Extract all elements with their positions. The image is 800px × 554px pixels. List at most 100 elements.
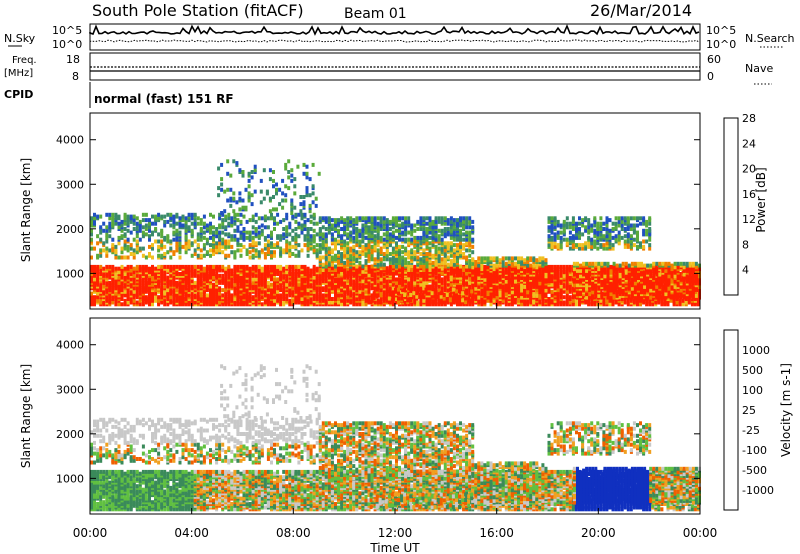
range-cell (138, 277, 142, 282)
range-cell (273, 289, 276, 294)
range-cell (154, 227, 158, 231)
range-cell (520, 302, 523, 307)
range-cell (547, 289, 551, 294)
range-cell (163, 214, 167, 219)
range-cell (233, 234, 237, 239)
range-cell (337, 260, 340, 265)
range-cell (276, 298, 280, 303)
range-cell (385, 253, 389, 258)
range-cell (184, 264, 188, 269)
range-cell (93, 212, 96, 217)
range-cell (660, 300, 664, 305)
range-cell (349, 255, 353, 260)
range-cell (172, 291, 176, 296)
range-cell (294, 270, 298, 275)
range-cell (233, 291, 237, 296)
range-cell (148, 280, 151, 285)
range-cell (355, 268, 359, 272)
range-cell (117, 280, 121, 285)
range-cell (209, 264, 212, 269)
range-cell (391, 286, 395, 291)
range-cell (90, 237, 93, 242)
range-cell (120, 250, 124, 255)
range-cell (690, 284, 694, 289)
range-cell (126, 273, 130, 278)
range-cell (388, 269, 392, 274)
range-cell (273, 284, 276, 289)
range-cell (553, 280, 557, 285)
range-cell (294, 235, 298, 240)
range-cell (141, 230, 145, 235)
range-cell (90, 300, 93, 305)
range-cell (248, 279, 252, 284)
nsky-label: N.Sky (4, 32, 36, 45)
range-cell (318, 227, 322, 231)
range-cell (248, 218, 252, 223)
range-cell (327, 291, 331, 296)
range-cell (364, 243, 368, 248)
range-cell (105, 225, 109, 230)
range-cell (291, 244, 295, 249)
range-cell (367, 257, 371, 262)
range-cell (212, 230, 215, 235)
range-cell (291, 270, 295, 275)
range-cell (358, 289, 362, 294)
range-cell (96, 253, 100, 258)
range-cell (93, 268, 96, 273)
range-cell (327, 268, 331, 272)
range-cell (337, 268, 340, 272)
range-cell (346, 246, 350, 251)
range-cell (123, 302, 127, 307)
range-cell (270, 275, 273, 280)
range-cell (215, 244, 219, 249)
range-cell (306, 282, 310, 287)
range-cell (364, 216, 368, 221)
range-cell (367, 228, 371, 233)
range-cell (175, 248, 179, 253)
range-cell (330, 266, 334, 271)
range-cell (395, 241, 398, 246)
range-cell (132, 298, 136, 303)
range-cell (230, 237, 234, 242)
range-cell (172, 279, 176, 284)
range-cell (376, 221, 380, 226)
range-cell (144, 264, 148, 269)
range-cell (321, 286, 325, 291)
range-cell (337, 273, 340, 278)
range-cell (93, 264, 96, 269)
range-cell (324, 248, 328, 253)
range-cell (190, 212, 194, 217)
range-cell (297, 253, 301, 258)
range-cell (285, 246, 289, 251)
range-cell (327, 273, 331, 278)
range-cell (120, 246, 124, 251)
range-cell (105, 253, 109, 258)
range-cell (178, 255, 182, 260)
range-cell (361, 291, 365, 296)
range-cell (312, 234, 316, 239)
range-cell (270, 282, 273, 287)
range-cell (367, 289, 371, 294)
range-cell (324, 273, 328, 278)
range-cell (349, 277, 353, 282)
range-cell (221, 230, 225, 235)
range-cell (160, 264, 164, 269)
range-cell (148, 293, 151, 298)
range-cell (236, 241, 240, 246)
range-cell (306, 246, 310, 251)
range-cell (297, 243, 301, 248)
range-cell (126, 228, 130, 233)
range-cell (175, 228, 179, 233)
range-cell (105, 250, 109, 255)
range-cell (126, 221, 130, 226)
range-cell (309, 219, 313, 224)
nave-tick-high: 60 (707, 53, 721, 66)
range-cell (123, 243, 127, 248)
range-cell (407, 280, 411, 285)
range-cell (346, 221, 350, 226)
range-cell (526, 298, 530, 303)
range-cell (90, 246, 93, 251)
range-cell (102, 221, 106, 226)
range-cell (324, 260, 328, 265)
range-cell (148, 270, 151, 275)
